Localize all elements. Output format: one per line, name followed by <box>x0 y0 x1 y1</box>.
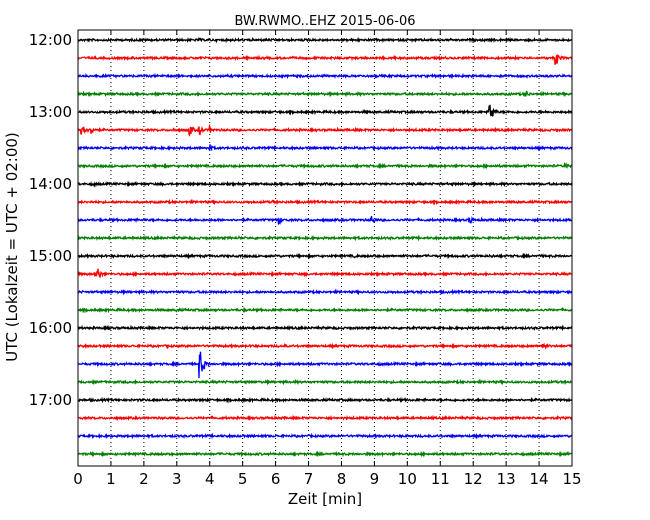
trace-line <box>77 288 573 296</box>
trace-line <box>77 252 573 260</box>
x-tick-label: 5 <box>238 470 248 488</box>
trace-line <box>77 215 573 225</box>
x-tick-label: 15 <box>562 470 581 488</box>
x-tick-label: 6 <box>271 470 281 488</box>
x-tick-label: 4 <box>205 470 215 488</box>
trace-line <box>77 351 573 379</box>
x-tick-label: 14 <box>530 470 549 488</box>
trace-line <box>77 161 573 170</box>
y-tick-label: 12:00 <box>29 31 72 49</box>
x-tick-label: 2 <box>139 470 149 488</box>
y-axis-label: UTC (Lokalzeit = UTC + 02:00) <box>3 132 21 362</box>
trace-line <box>77 342 573 350</box>
trace-line <box>77 198 573 206</box>
y-tick-label: 16:00 <box>29 319 72 337</box>
x-tick-label: 0 <box>73 470 83 488</box>
chart-title: BW.RWMO..EHZ 2015-06-06 <box>234 14 415 29</box>
seismogram-traces <box>77 36 573 458</box>
y-tick-label: 13:00 <box>29 103 72 121</box>
trace-line <box>77 36 573 44</box>
trace-line <box>77 378 573 386</box>
x-tick-label: 3 <box>172 470 182 488</box>
x-axis-label: Zeit [min] <box>288 490 362 508</box>
y-tick-label: 17:00 <box>29 391 72 409</box>
x-tick-label: 12 <box>464 470 483 488</box>
x-tick-label: 9 <box>370 470 380 488</box>
trace-line <box>77 324 573 332</box>
plot-frame <box>77 29 573 467</box>
x-tick-label: 1 <box>106 470 116 488</box>
y-axis-ticks: 12:00 13:00 14:00 15:00 16:00 17:00 <box>29 31 572 409</box>
y-tick-label: 15:00 <box>29 247 72 265</box>
trace-line <box>77 234 573 242</box>
trace-line <box>77 54 573 65</box>
trace-line <box>77 450 573 458</box>
trace-line <box>77 180 573 188</box>
x-axis-ticks: 0 1 2 3 4 5 6 7 8 9 10 11 12 13 14 15 <box>73 30 582 488</box>
trace-line <box>77 123 573 137</box>
trace-line <box>77 414 573 421</box>
trace-line <box>77 268 573 279</box>
x-tick-label: 10 <box>398 470 417 488</box>
trace-line <box>77 432 573 440</box>
trace-line <box>77 396 573 404</box>
x-tick-label: 8 <box>337 470 347 488</box>
x-tick-label: 13 <box>497 470 516 488</box>
trace-line <box>77 72 573 80</box>
y-tick-label: 14:00 <box>29 175 72 193</box>
trace-line <box>77 104 573 117</box>
x-tick-label: 11 <box>431 470 450 488</box>
trace-line <box>77 144 573 152</box>
trace-line <box>77 90 573 98</box>
x-tick-label: 7 <box>304 470 314 488</box>
trace-line <box>77 306 573 314</box>
grid-lines <box>110 30 540 466</box>
